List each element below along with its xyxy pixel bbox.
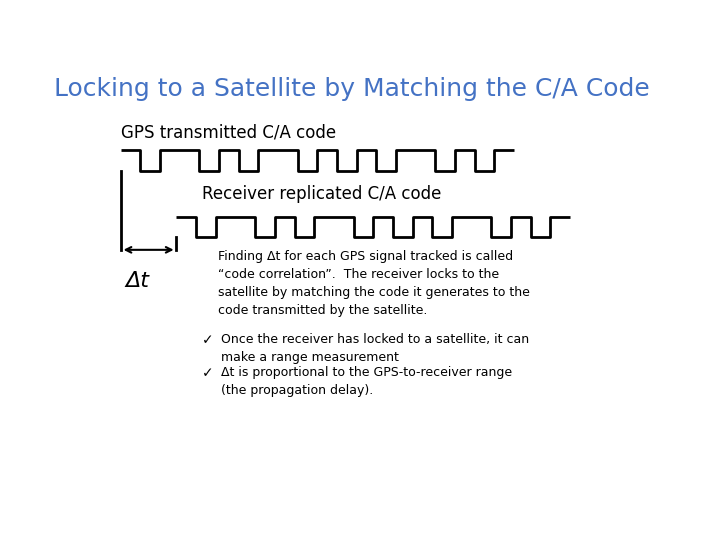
Text: Once the receiver has locked to a satellite, it can
make a range measurement: Once the receiver has locked to a satell… [221,333,529,364]
Text: Δt: Δt [125,271,150,291]
Text: Locking to a Satellite by Matching the C/A Code: Locking to a Satellite by Matching the C… [55,77,650,102]
Text: Finding Δt for each GPS signal tracked is called
“code correlation”.  The receiv: Finding Δt for each GPS signal tracked i… [218,250,530,317]
Text: Δt is proportional to the GPS-to-receiver range
(the propagation delay).: Δt is proportional to the GPS-to-receive… [221,366,512,397]
Text: ✓: ✓ [202,333,213,347]
Text: ✓: ✓ [202,366,213,380]
Text: GPS transmitted C/A code: GPS transmitted C/A code [121,123,336,141]
Text: Receiver replicated C/A code: Receiver replicated C/A code [202,185,441,204]
